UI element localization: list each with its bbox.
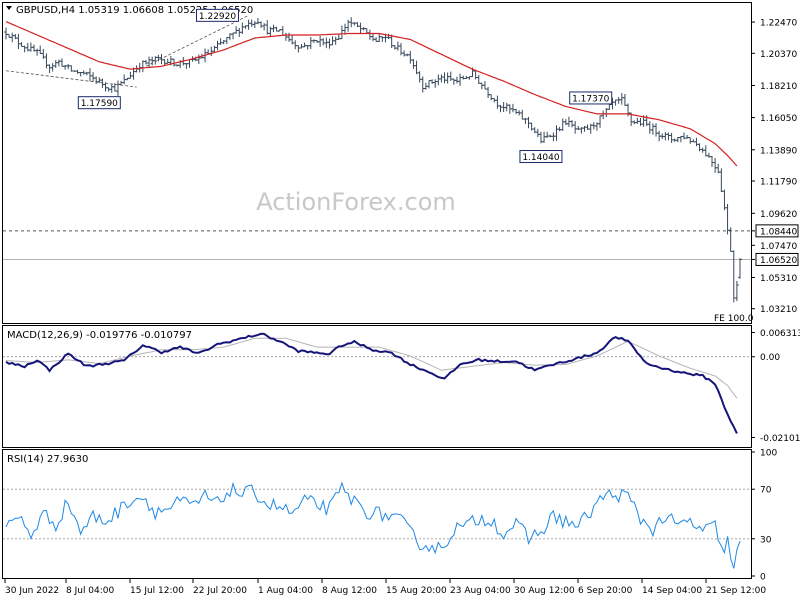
price-y-tick: 1.13890 bbox=[760, 146, 797, 156]
x-tick-label: 8 Jul 04:00 bbox=[66, 586, 115, 596]
x-tick-label: 30 Aug 12:00 bbox=[514, 586, 575, 596]
price-annotation-2: 1.17370 bbox=[569, 91, 613, 105]
rsi-panel bbox=[2, 449, 752, 579]
ohlc-bar bbox=[734, 280, 739, 302]
price-level-tag: 1.08440 bbox=[760, 227, 797, 237]
x-tick-label: 15 Jul 12:00 bbox=[130, 586, 184, 596]
price-y-tick: 1.22470 bbox=[760, 19, 797, 29]
x-tick-label: 30 Jun 2022 bbox=[5, 586, 59, 596]
price-annotation-3: 1.14040 bbox=[519, 150, 563, 164]
symbol-info: GBPUSD,H4 1.05319 1.06608 1.05225 1.0652… bbox=[16, 5, 253, 16]
price-y-tick: 1.05310 bbox=[760, 274, 797, 284]
envelope-line-0 bbox=[5, 70, 137, 88]
macd-series-macd bbox=[5, 332, 738, 434]
price-annotation-1: 1.17590 bbox=[77, 96, 121, 110]
macd-title: MACD(12,26,9) -0.019776 -0.010797 bbox=[7, 330, 192, 341]
price-level-tag: 1.06520 bbox=[760, 256, 797, 266]
rsi-y-tick: 30 bbox=[760, 535, 772, 545]
price-panel bbox=[2, 2, 752, 324]
price-y-tick: 1.20370 bbox=[760, 50, 797, 60]
x-tick-label: 23 Aug 04:00 bbox=[450, 586, 511, 596]
annotation-label: 1.14040 bbox=[522, 153, 559, 163]
x-tick-label: 22 Jul 20:00 bbox=[193, 586, 247, 596]
x-tick-label: 14 Sep 04:00 bbox=[642, 586, 702, 596]
price-y-tick: 1.09620 bbox=[760, 210, 797, 220]
price-level-box bbox=[755, 252, 799, 266]
price-level-box bbox=[755, 224, 799, 238]
rsi-y-tick: 100 bbox=[760, 449, 777, 459]
price-y-tick: 1.03210 bbox=[760, 305, 797, 315]
annotation-label: 1.17370 bbox=[572, 94, 609, 104]
price-y-tick: 1.11790 bbox=[760, 178, 797, 188]
envelope-line-1 bbox=[145, 14, 249, 67]
rsi-series bbox=[5, 481, 741, 569]
watermark: ActionForex.com bbox=[256, 188, 456, 216]
x-tick-label: 15 Aug 20:00 bbox=[386, 586, 447, 596]
dropdown-triangle-icon[interactable] bbox=[6, 6, 12, 10]
moving-average-line bbox=[5, 21, 738, 167]
price-y-tick: 1.16050 bbox=[760, 114, 797, 124]
rsi-title: RSI(14) 27.9630 bbox=[7, 454, 88, 465]
macd-y-tick: 0.006313 bbox=[760, 329, 800, 339]
annotation-label: 1.22920 bbox=[199, 12, 236, 22]
x-tick-label: 8 Aug 12:00 bbox=[322, 586, 377, 596]
macd-panel bbox=[2, 325, 752, 448]
x-tick-label: 1 Aug 04:00 bbox=[258, 586, 313, 596]
macd-y-tick: -0.021018 bbox=[760, 434, 800, 444]
price-y-tick: 1.07470 bbox=[760, 242, 797, 252]
macd-y-tick: 0.00 bbox=[760, 353, 780, 363]
x-tick-label: 21 Sep 12:00 bbox=[706, 586, 766, 596]
price-y-tick: 1.18210 bbox=[760, 82, 797, 92]
x-tick-label: 6 Sep 20:00 bbox=[578, 586, 633, 596]
rsi-y-tick: 0 bbox=[760, 573, 766, 583]
fe-label: FE 100.0 bbox=[714, 314, 754, 324]
ohlc-bar bbox=[738, 258, 742, 279]
annotation-label: 1.17590 bbox=[81, 99, 118, 109]
rsi-y-tick: 70 bbox=[760, 486, 772, 496]
price-annotation-0: 1.22920 bbox=[195, 8, 239, 22]
